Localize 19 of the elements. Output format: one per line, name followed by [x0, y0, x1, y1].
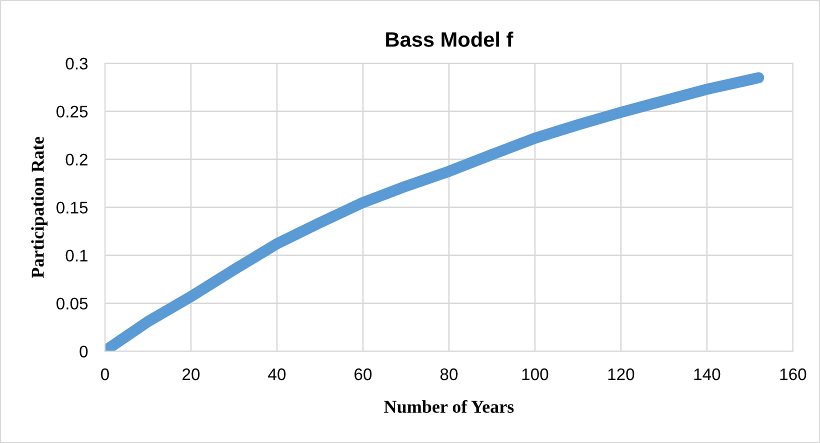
- y-tick-label: 0.25: [56, 106, 88, 118]
- x-tick-label: 0: [100, 368, 109, 380]
- y-tick-label: 0.2: [66, 154, 88, 166]
- x-tick-label: 100: [522, 368, 548, 380]
- x-axis-title: Number of Years: [384, 400, 514, 413]
- x-tick-label: 60: [354, 368, 372, 380]
- y-tick-label: 0.05: [56, 298, 88, 310]
- y-tick-label: 0: [80, 346, 88, 358]
- y-tick-label: 0.1: [66, 250, 88, 262]
- x-tick-label: 80: [440, 368, 458, 380]
- x-tick-label: 20: [182, 368, 200, 380]
- x-tick-label: 40: [268, 368, 286, 380]
- y-axis-title: Participation Rate: [31, 136, 48, 278]
- y-tick-label: 0.15: [56, 202, 88, 214]
- y-tick-label: 0.3: [66, 58, 88, 70]
- x-tick-label: 140: [694, 368, 720, 380]
- chart-title: Bass Model f: [386, 32, 514, 47]
- x-tick-label: 160: [780, 368, 806, 380]
- x-tick-label: 120: [608, 368, 634, 380]
